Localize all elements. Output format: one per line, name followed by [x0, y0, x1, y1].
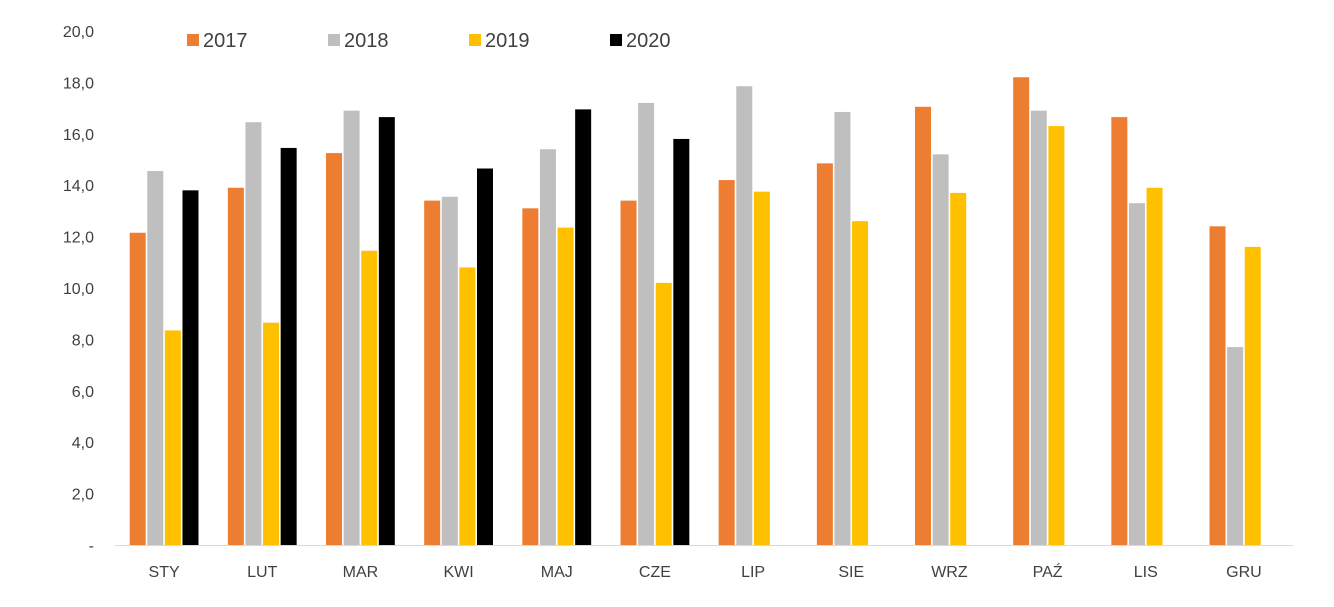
y-tick-label: 8,0	[72, 332, 94, 349]
x-tick-label: LIP	[741, 564, 765, 581]
y-tick-label: 18,0	[63, 75, 94, 92]
x-tick-label: KWI	[443, 564, 473, 581]
bar-2020-cze	[673, 138, 690, 545]
y-tick-label: 14,0	[63, 178, 94, 195]
bar-2018-lis	[1128, 203, 1145, 545]
x-tick-label: PAŹ	[1033, 562, 1063, 581]
y-tick-label: -	[89, 538, 94, 555]
x-tick-label: WRZ	[931, 564, 968, 581]
legend-label: 2020	[626, 30, 671, 52]
bar-2020-sty	[182, 190, 199, 545]
bar-2018-cze	[638, 102, 655, 546]
legend-swatch	[469, 34, 481, 46]
bar-2019-sie	[852, 221, 869, 545]
bar-2019-paź	[1048, 126, 1065, 545]
bar-2018-lip	[736, 86, 753, 545]
x-tick-label: LIS	[1134, 564, 1158, 581]
legend-label: 2017	[203, 30, 248, 52]
legend: 2017 2018 2019 2020	[187, 30, 671, 52]
bar-2017-maj	[522, 208, 539, 545]
y-tick-label: 10,0	[63, 281, 94, 298]
legend-label: 2019	[485, 30, 530, 52]
y-tick-label: 4,0	[72, 435, 94, 452]
bar-2019-gru	[1244, 246, 1261, 545]
bar-2017-paź	[1013, 77, 1030, 545]
legend-item-2019: 2019	[469, 30, 530, 52]
bar-2017-lis	[1111, 117, 1128, 545]
x-tick-label: MAJ	[541, 564, 573, 581]
legend-swatch	[610, 34, 622, 46]
legend-item-2018: 2018	[328, 30, 389, 52]
bar-2017-sie	[816, 163, 833, 546]
bar-2019-wrz	[950, 192, 967, 545]
x-tick-label: SIE	[838, 564, 864, 581]
bar-2019-kwi	[459, 267, 476, 545]
bar-2018-paź	[1030, 110, 1047, 546]
legend-item-2017: 2017	[187, 30, 248, 52]
x-tick-label: GRU	[1226, 564, 1262, 581]
bar-2018-wrz	[932, 154, 949, 546]
y-tick-label: 6,0	[72, 384, 94, 401]
bar-2019-lip	[753, 191, 770, 546]
bar-2019-lis	[1146, 187, 1163, 545]
legend-swatch	[187, 34, 199, 46]
bar-2019-maj	[557, 227, 574, 546]
legend-swatch	[328, 34, 340, 46]
bar-2018-sie	[834, 111, 851, 545]
y-tick-label: 20,0	[63, 24, 94, 41]
x-tick-label: STY	[149, 564, 180, 581]
bar-2018-maj	[539, 149, 556, 545]
bar-2019-cze	[655, 282, 672, 545]
bar-2019-lut	[263, 322, 280, 545]
bars	[129, 77, 1261, 546]
x-tick-label: CZE	[639, 564, 671, 581]
bar-2017-gru	[1209, 226, 1226, 545]
bar-2019-mar	[361, 250, 378, 546]
y-tick-label: 16,0	[63, 127, 94, 144]
legend-item-2020: 2020	[610, 30, 671, 52]
x-tick-label: LUT	[247, 564, 277, 581]
bar-2018-kwi	[441, 196, 458, 545]
bar-2020-lut	[280, 147, 297, 545]
bar-2020-maj	[575, 109, 592, 545]
legend-label: 2018	[344, 30, 389, 52]
y-tick-label: 12,0	[63, 230, 94, 247]
bar-2020-kwi	[476, 168, 493, 545]
x-tick-label: MAR	[343, 564, 379, 581]
y-tick-label: 2,0	[72, 487, 94, 504]
bar-2017-sty	[129, 232, 146, 545]
bar-2017-cze	[620, 200, 637, 545]
bar-2017-wrz	[915, 106, 932, 545]
x-axis-labels: STY LUT MAR KWI MAJ CZE LIP SIE WRZ PAŹ LIS GRU	[149, 562, 1262, 581]
bar-2020-mar	[378, 117, 395, 545]
bar-2017-lut	[227, 187, 244, 545]
y-axis-labels: - 2,0 4,0 6,0 8,0 10,0 12,0 14,0 16,0 18,0 20,0	[63, 24, 94, 555]
bar-2018-sty	[147, 171, 164, 545]
bar-2018-gru	[1227, 347, 1244, 545]
bar-2019-sty	[164, 330, 181, 545]
bar-2017-lip	[718, 180, 735, 545]
bar-2018-lut	[245, 122, 262, 546]
bar-2018-mar	[343, 110, 360, 546]
bar-2017-mar	[326, 153, 343, 545]
bar-2017-kwi	[424, 200, 441, 545]
